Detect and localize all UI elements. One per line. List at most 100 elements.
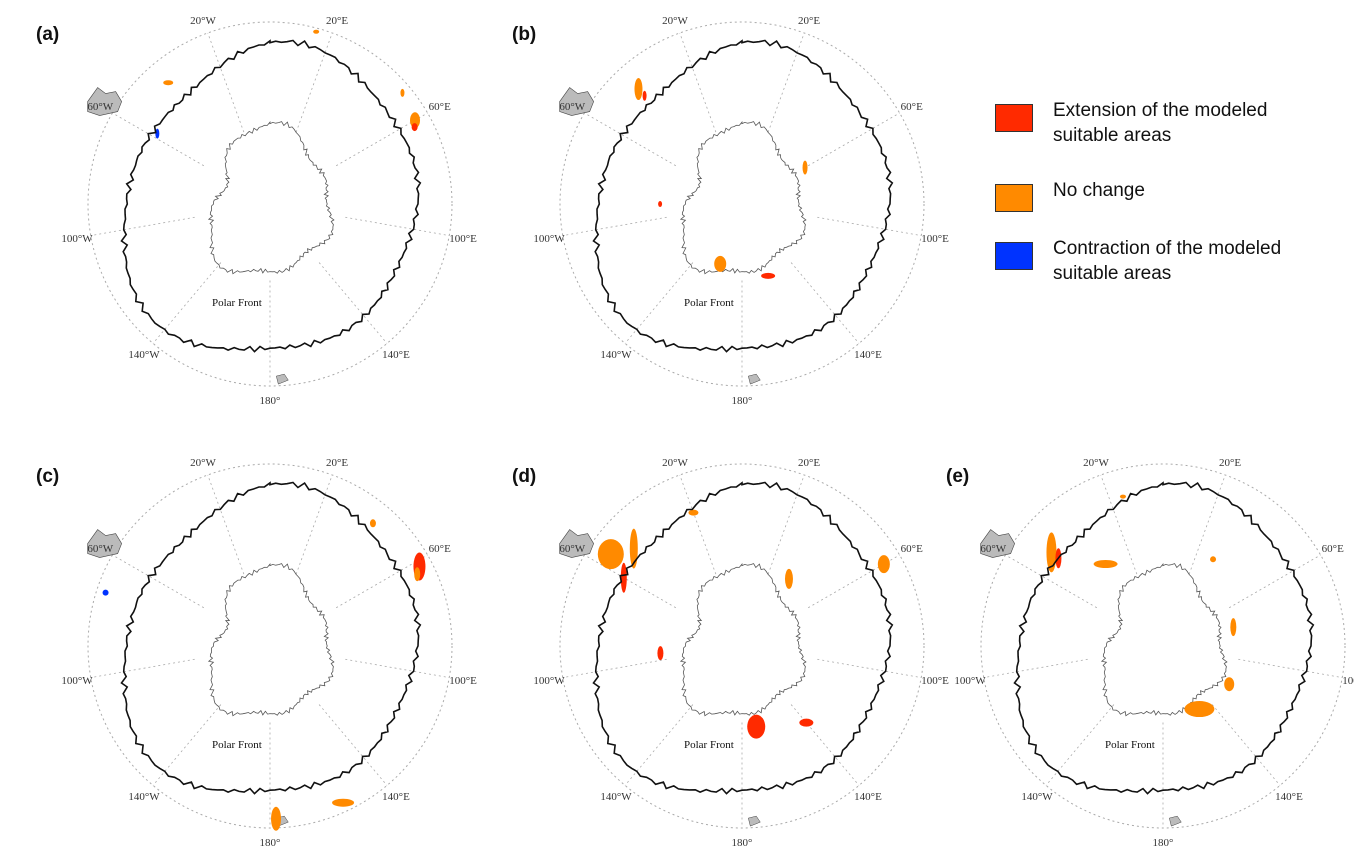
graticule-meridian: [90, 658, 195, 678]
graticule-meridian: [1045, 704, 1115, 786]
panel-label-e: (e): [946, 466, 969, 487]
suitability-patch-contraction: [155, 128, 160, 139]
lon-label-e60: 60°E: [901, 101, 923, 113]
graticule-meridian: [90, 216, 195, 236]
lon-label-e140: 140°E: [854, 791, 882, 803]
graticule-meridian: [295, 32, 333, 133]
suitability-patch-extension: [620, 562, 627, 593]
suitability-patch-extension: [411, 123, 418, 132]
legend-label-contraction: Contraction of the modeled suitable area…: [1053, 238, 1282, 284]
lon-label-s180: 180°: [260, 395, 281, 407]
map-panel-d: Polar Front 20°W 20°E 60°W 60°E 100°W 100°E 140…: [512, 457, 949, 849]
new-zealand-land: [748, 815, 761, 827]
suitability-patch-no-change: [400, 88, 405, 97]
lon-label-e100: 100°E: [921, 233, 949, 245]
panel-label-b: (b): [512, 24, 536, 45]
graticule-meridian: [584, 112, 677, 167]
south-america-land: [559, 87, 594, 116]
lon-label-w60: 60°W: [559, 101, 585, 113]
antarctic-coastline: [679, 120, 807, 275]
legend-item-contraction: Contraction of the modeled suitable area…: [995, 236, 1335, 316]
panel-label-a: (a): [36, 24, 59, 45]
lon-label-w60: 60°W: [559, 543, 585, 555]
map-panel-a: Polar Front 20°W 20°E 60°W 60°E 100°W 100°E 140…: [36, 15, 477, 407]
map-panel-b: Polar Front 20°W 20°E 60°W 60°E 100°W 100°E 140…: [512, 15, 949, 407]
lon-label-w140: 140°W: [600, 349, 632, 361]
polar-front-label: Polar Front: [212, 739, 262, 751]
legend-swatch-extension: [995, 104, 1033, 132]
south-america-land: [980, 529, 1015, 558]
graticule-meridian: [207, 474, 245, 575]
suitability-patch-no-change: [597, 539, 624, 570]
graticule-meridian: [112, 112, 205, 167]
suitability-patch-no-change: [1184, 701, 1215, 718]
polar-front-line: [592, 481, 894, 795]
lon-label-e100: 100°E: [449, 675, 477, 687]
lon-label-w140: 140°W: [128, 791, 160, 803]
graticule-meridian: [817, 216, 922, 236]
graticule-meridian: [624, 704, 694, 786]
suitability-patch-no-change: [163, 80, 174, 86]
suitability-patch-no-change: [1224, 677, 1235, 692]
lon-label-e60: 60°E: [1322, 543, 1344, 555]
lon-label-e140: 140°E: [382, 791, 410, 803]
lon-label-w100: 100°W: [533, 233, 565, 245]
polar-front-label: Polar Front: [684, 739, 734, 751]
polar-front-line: [1013, 481, 1315, 795]
graticule-meridian: [983, 658, 1088, 678]
graticule-meridian: [152, 262, 222, 344]
legend: Extension of the modeled suitable areas …: [995, 98, 1335, 316]
polar-front-label: Polar Front: [684, 297, 734, 309]
suitability-patch-extension: [799, 718, 814, 727]
panel-label-d: (d): [512, 466, 536, 487]
suitability-patch-no-change: [414, 567, 421, 582]
suitability-patch-no-change: [688, 509, 699, 516]
graticule-meridian: [1100, 474, 1138, 575]
suitability-patch-no-change: [877, 555, 890, 574]
south-america-land: [87, 87, 122, 116]
graticule-meridian: [584, 554, 677, 609]
lon-label-e60: 60°E: [901, 543, 923, 555]
lon-label-e100: 100°E: [449, 233, 477, 245]
legend-swatch-contraction: [995, 242, 1033, 270]
graticule-meridian: [817, 658, 922, 678]
suitability-patch-no-change: [313, 29, 320, 34]
suitability-patch-no-change: [714, 255, 727, 272]
graticule-meridian: [1238, 658, 1343, 678]
lon-label-e20: 20°E: [326, 15, 348, 27]
antarctic-coastline: [679, 562, 807, 717]
lon-label-w20: 20°W: [662, 457, 688, 469]
antarctic-coastline: [207, 562, 335, 717]
suitability-patch-extension: [747, 714, 766, 739]
new-zealand-land: [1169, 815, 1182, 827]
graticule-meridian: [624, 262, 694, 344]
legend-label-extension: Extension of the modeled suitable areas: [1053, 100, 1268, 146]
map-panel-c: Polar Front 20°W 20°E 60°W 60°E 100°W 100°E 140…: [36, 457, 477, 849]
lon-label-e20: 20°E: [798, 15, 820, 27]
lon-label-e20: 20°E: [798, 457, 820, 469]
suitability-patch-no-change: [332, 798, 355, 807]
legend-item-no-change: No change: [995, 178, 1335, 236]
suitability-patch-no-change: [1230, 618, 1237, 637]
lon-label-s180: 180°: [732, 837, 753, 849]
polar-front-line: [120, 481, 422, 795]
lon-label-s180: 180°: [732, 395, 753, 407]
lon-label-w140: 140°W: [128, 349, 160, 361]
graticule-meridian: [295, 474, 333, 575]
graticule-meridian: [207, 32, 245, 133]
suitability-patch-no-change: [1119, 494, 1126, 499]
legend-item-extension: Extension of the modeled suitable areas: [995, 98, 1335, 178]
new-zealand-land: [748, 373, 761, 385]
graticule-meridian: [562, 658, 667, 678]
lon-label-s180: 180°: [1153, 837, 1174, 849]
suitability-patch-no-change: [1046, 532, 1057, 573]
polar-front-line: [592, 39, 894, 353]
lon-label-e100: 100°E: [1342, 675, 1354, 687]
lon-label-e100: 100°E: [921, 675, 949, 687]
antarctic-coastline: [207, 120, 335, 275]
lon-label-e140: 140°E: [854, 349, 882, 361]
lon-label-w20: 20°W: [662, 15, 688, 27]
panel-label-c: (c): [36, 466, 59, 487]
polar-front-line: [120, 39, 422, 353]
